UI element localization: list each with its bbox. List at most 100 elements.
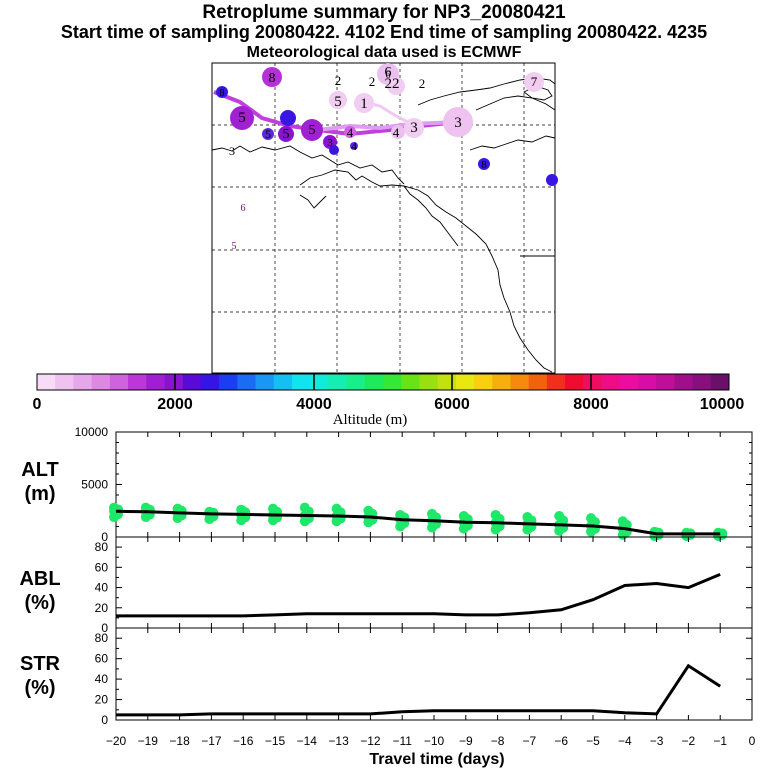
colorbar-cell bbox=[710, 374, 730, 390]
colorbar-cell bbox=[692, 374, 712, 390]
colorbar-cell bbox=[37, 374, 56, 390]
x-tick-label: −10 bbox=[424, 734, 445, 748]
colorbar-cell bbox=[346, 374, 366, 390]
x-tick-label: −20 bbox=[106, 734, 127, 748]
day-label: 3 bbox=[229, 144, 235, 158]
colorbar-cell bbox=[419, 374, 439, 390]
y-tick-label: 40 bbox=[95, 672, 109, 686]
centroid-marker bbox=[301, 119, 323, 141]
colorbar-tick-label: 6000 bbox=[434, 396, 470, 413]
panel-ylabel: (%) bbox=[24, 677, 55, 699]
panel-ylabel: STR bbox=[20, 653, 61, 675]
colorbar-cell bbox=[273, 374, 293, 390]
y-tick-label: 5000 bbox=[81, 478, 108, 492]
x-tick-label: −7 bbox=[523, 734, 537, 748]
day-label: 5 bbox=[232, 241, 237, 252]
colorbar-cell bbox=[437, 374, 457, 390]
x-tick-label: −18 bbox=[169, 734, 190, 748]
x-tick-label: −17 bbox=[201, 734, 222, 748]
panel-ylabel: (%) bbox=[24, 592, 55, 614]
day-label: 1 bbox=[360, 96, 368, 112]
x-axis-label: Travel time (days) bbox=[369, 751, 504, 768]
panel-frame bbox=[115, 627, 753, 721]
day-label: 3 bbox=[410, 120, 418, 136]
map-graticule bbox=[212, 63, 555, 373]
colorbar-cell bbox=[401, 374, 420, 390]
altitude-spread-point bbox=[268, 515, 278, 526]
y-tick-label: 60 bbox=[95, 652, 109, 666]
altitude-spread-point bbox=[299, 516, 310, 527]
colorbar-tick-label: 0 bbox=[33, 396, 42, 413]
altitude-spread-point bbox=[140, 512, 151, 523]
x-tick-label: −2 bbox=[682, 734, 696, 748]
colorbar-cell bbox=[200, 374, 220, 390]
altitude-spread-point bbox=[172, 513, 183, 524]
altitude-spread-point bbox=[617, 529, 628, 540]
colorbar-cell bbox=[546, 374, 566, 390]
x-tick-label: −9 bbox=[459, 734, 473, 748]
colorbar-cell bbox=[510, 374, 530, 390]
x-tick-label: −19 bbox=[138, 734, 159, 748]
colorbar-cell bbox=[164, 374, 184, 390]
x-tick-label: −15 bbox=[265, 734, 286, 748]
colorbar-cell bbox=[364, 374, 384, 390]
y-tick-label: 80 bbox=[95, 631, 109, 645]
panel-alt: 10000 5000 0 ALT(m) bbox=[21, 425, 753, 544]
x-tick-label: −5 bbox=[586, 734, 600, 748]
colorbar-cell bbox=[182, 374, 202, 390]
y-tick-label: 20 bbox=[95, 693, 109, 707]
x-tick-label: −1 bbox=[713, 734, 727, 748]
colorbar-cell bbox=[674, 374, 694, 390]
centroid-marker bbox=[443, 107, 473, 137]
day-label: 4 bbox=[351, 139, 357, 153]
altitude-colorbar: 0 2000 4000 6000 8000 10000 Altitude (m) bbox=[33, 373, 745, 428]
altitude-spread-point bbox=[204, 514, 215, 525]
centroid-marker bbox=[344, 126, 356, 138]
colorbar-cell bbox=[219, 374, 238, 390]
day-label: 3 bbox=[327, 137, 333, 149]
colorbar-cell bbox=[73, 374, 93, 390]
altitude-spread-point bbox=[490, 524, 501, 535]
day-label: 3 bbox=[454, 115, 462, 131]
day-label: 6 bbox=[241, 203, 246, 214]
day-label: 8 bbox=[481, 159, 487, 171]
altitude-spread-point bbox=[363, 517, 374, 528]
colorbar-tick-label: 10000 bbox=[700, 396, 745, 413]
y-tick-label: 60 bbox=[95, 560, 109, 574]
y-tick-label: 0 bbox=[101, 621, 108, 635]
map-coastlines bbox=[211, 77, 556, 373]
colorbar-cell bbox=[601, 374, 621, 390]
panel-ylabel: (m) bbox=[24, 483, 55, 505]
colorbar-tick-label: 4000 bbox=[296, 396, 332, 413]
centroid-marker bbox=[329, 145, 339, 155]
day-label: 5 bbox=[238, 110, 246, 126]
centroid-marker bbox=[546, 174, 558, 186]
day-label: 5 bbox=[265, 127, 271, 141]
altitude-spread-point bbox=[331, 516, 342, 527]
colorbar-cell bbox=[109, 374, 129, 390]
x-tick-label: −16 bbox=[233, 734, 254, 748]
x-tick-label: −4 bbox=[618, 734, 632, 748]
x-tick-label: −11 bbox=[392, 734, 412, 748]
map-frame bbox=[211, 62, 556, 374]
sampling-times: Start time of sampling 20080422. 4102 En… bbox=[60, 22, 708, 42]
time-series-panels: 1000050000ALT(m)806040200ABL(%)806040200… bbox=[19, 425, 753, 727]
centroid-marker bbox=[478, 158, 490, 170]
y-tick-label: 40 bbox=[95, 581, 109, 595]
panel-ylabel: ALT bbox=[21, 459, 58, 481]
centroid-marker bbox=[329, 91, 347, 109]
x-tick-label: −6 bbox=[554, 734, 568, 748]
colorbar-axis-label: Altitude (m) bbox=[333, 412, 408, 428]
altitude-spread-point bbox=[109, 512, 119, 523]
colorbar-cell bbox=[619, 374, 639, 390]
colorbar-cell bbox=[310, 374, 329, 390]
day-label: 5 bbox=[283, 127, 290, 142]
met-data-note: Meteorological data used is ECMWF bbox=[246, 44, 522, 61]
colorbar-cell bbox=[528, 374, 548, 390]
colorbar-cell bbox=[637, 374, 657, 390]
altitude-spread-point bbox=[395, 521, 406, 532]
plume-centroids bbox=[216, 63, 558, 186]
day-label: 2 bbox=[335, 73, 342, 88]
x-tick-label: −8 bbox=[491, 734, 505, 748]
colorbar-cell bbox=[383, 374, 402, 390]
